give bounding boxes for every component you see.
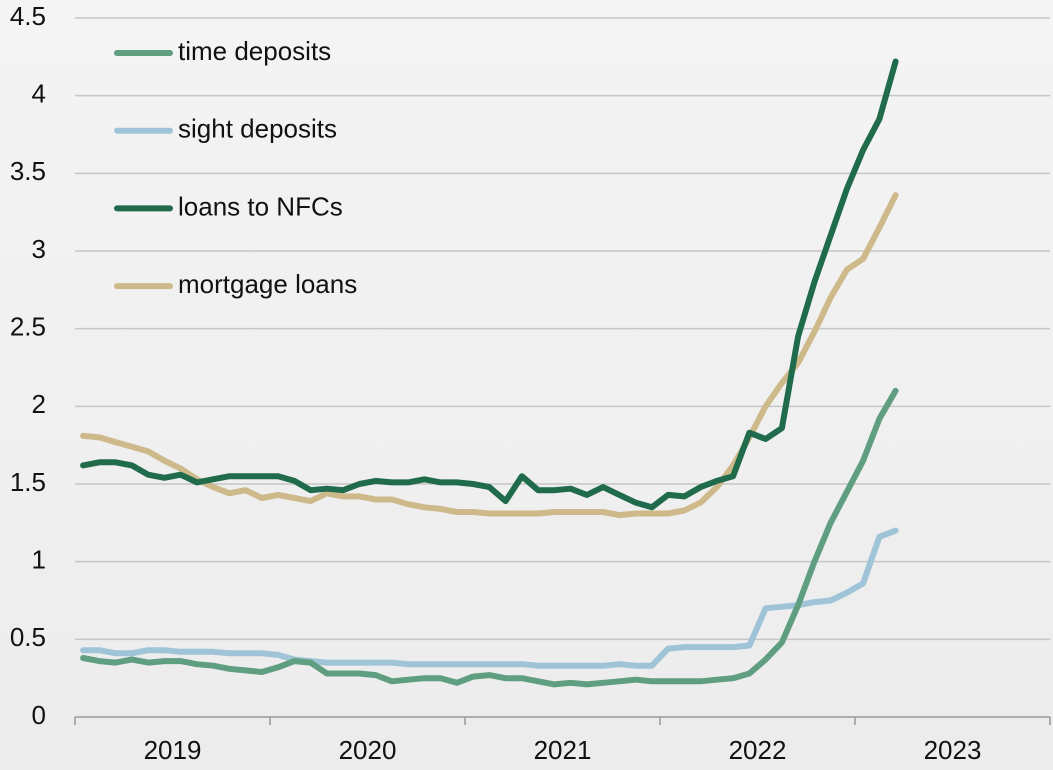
legend-label: time deposits	[178, 36, 331, 66]
series-line	[80, 527, 899, 669]
y-tick-label: 2.5	[10, 312, 46, 342]
y-tick-label: 1	[32, 545, 46, 575]
y-tick-label: 0	[32, 700, 46, 730]
y-tick-label: 4.5	[10, 1, 46, 31]
legend-label: loans to NFCs	[178, 191, 343, 221]
x-tick-label: 2021	[534, 735, 592, 765]
y-tick-label: 3.5	[10, 156, 46, 186]
x-tick-label: 2019	[144, 735, 202, 765]
x-tick-label: 2022	[729, 735, 787, 765]
series-line	[80, 387, 899, 688]
y-tick-label: 2	[32, 389, 46, 419]
x-tick-label: 2020	[339, 735, 397, 765]
y-tick-label: 1.5	[10, 467, 46, 497]
legend-label: mortgage loans	[178, 269, 357, 299]
y-tick-label: 4	[32, 79, 46, 109]
y-tick-label: 3	[32, 234, 46, 264]
x-tick-label: 2023	[924, 735, 982, 765]
legend-label: sight deposits	[178, 114, 337, 144]
series-line	[80, 192, 899, 519]
series-line	[80, 58, 899, 511]
y-tick-label: 0.5	[10, 622, 46, 652]
